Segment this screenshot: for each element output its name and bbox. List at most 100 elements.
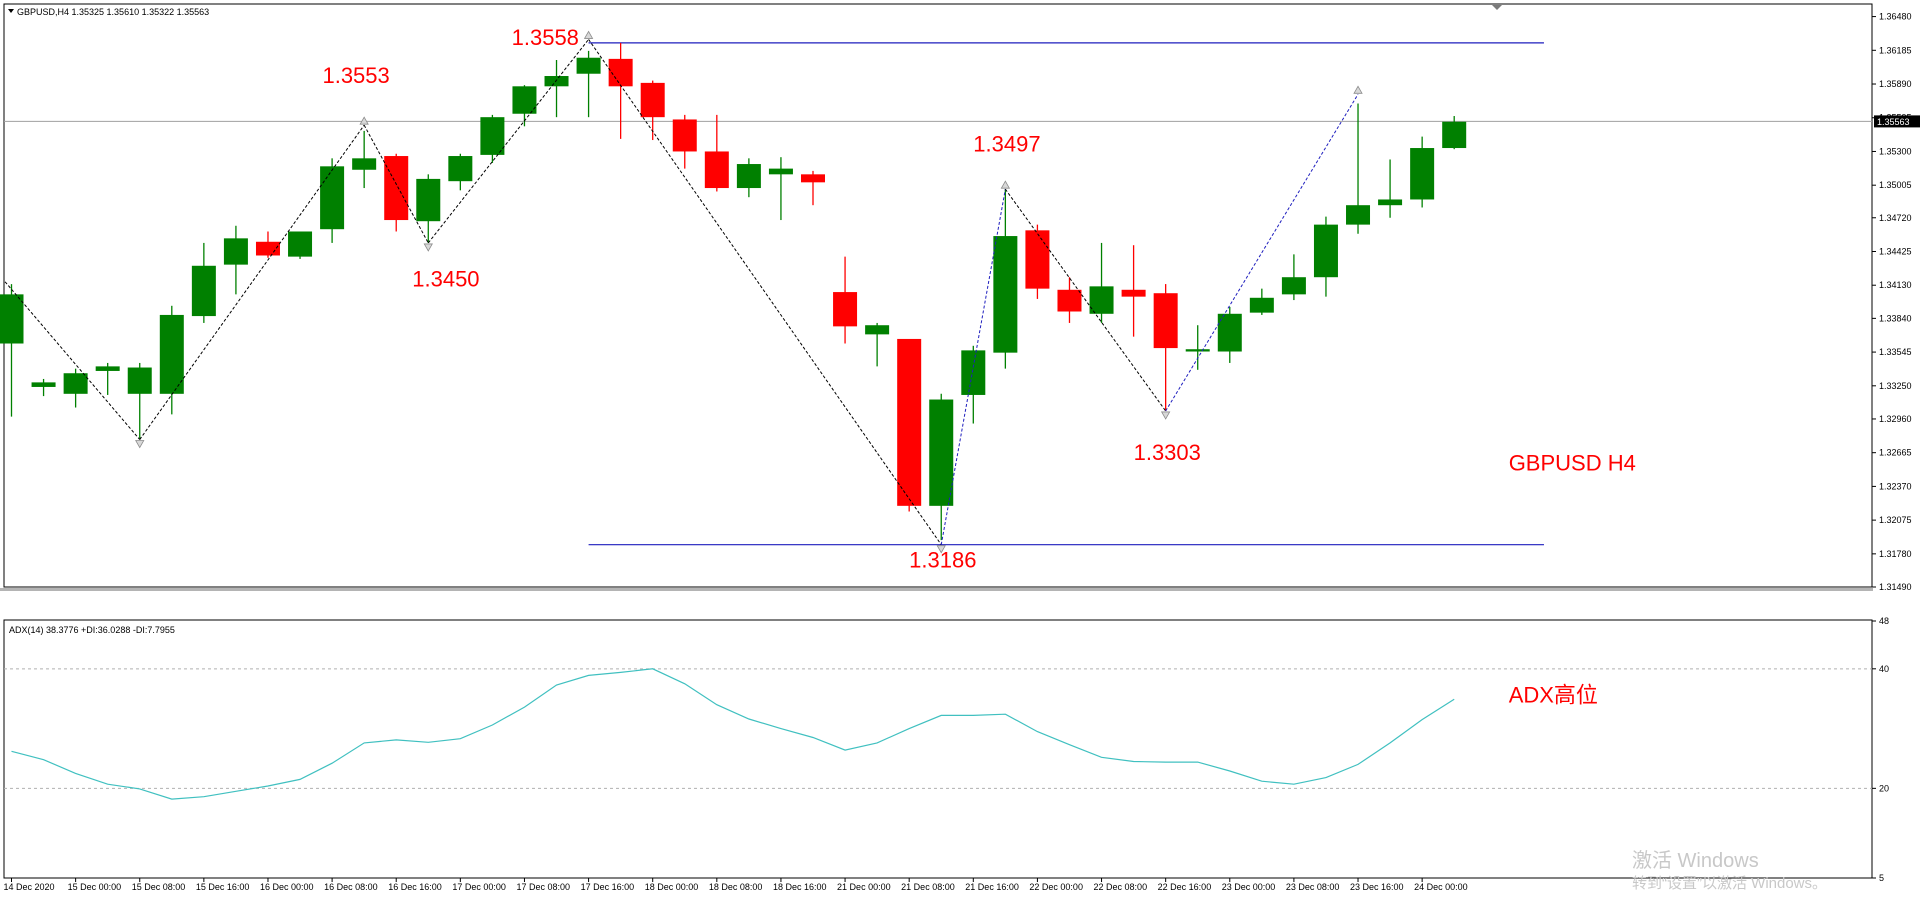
time-tick-label: 22 Dec 00:00: [1029, 882, 1083, 892]
price-tick-label: 1.36185: [1879, 45, 1912, 55]
zigzag-segment: [363, 124, 429, 244]
price-tick-label: 1.35300: [1879, 146, 1912, 156]
zigzag-low-marker: [1160, 411, 1171, 420]
candle-up: [480, 117, 505, 155]
price-tick-label: 1.36480: [1879, 12, 1912, 22]
price-tick-label: 1.34720: [1879, 213, 1912, 223]
candle-down: [1025, 230, 1050, 289]
zigzag-segment: [1165, 94, 1359, 412]
zigzag-segment: [427, 39, 589, 244]
zigzag-layer: [4, 30, 1363, 554]
price-annotation: GBPUSD H4: [1509, 450, 1636, 475]
adx-annotation: ADX高位: [1509, 682, 1598, 707]
price-tick-label: 1.34130: [1879, 280, 1912, 290]
candle-up: [31, 382, 56, 387]
price-tick-label: 1.32370: [1879, 481, 1912, 491]
watermark-line1: 激活 Windows: [1632, 849, 1759, 872]
price-annotation: 1.3558: [512, 25, 579, 50]
price-annotation: 1.3553: [322, 63, 389, 88]
candle-down: [801, 174, 825, 183]
time-tick-label: 15 Dec 16:00: [196, 882, 250, 892]
price-tick-label: 1.34425: [1879, 246, 1912, 256]
candle-up: [512, 86, 537, 114]
candle-up: [1089, 286, 1114, 314]
time-tick-label: 18 Dec 00:00: [645, 882, 699, 892]
adx-panel-frame: [3, 619, 1873, 879]
current-price-box: [1874, 115, 1920, 128]
adx-tick-label: 40: [1879, 664, 1889, 674]
time-tick-label: 17 Dec 08:00: [516, 882, 570, 892]
adx-tick-label: 20: [1879, 783, 1889, 793]
time-tick-label: 15 Dec 08:00: [132, 882, 186, 892]
candle-up: [191, 265, 216, 317]
candle-up: [929, 399, 954, 506]
zigzag-high-marker: [359, 116, 369, 125]
candle-down: [1057, 289, 1082, 312]
candle-up: [1217, 313, 1242, 352]
time-tick-label: 21 Dec 16:00: [965, 882, 1019, 892]
zigzag-low-marker: [423, 243, 433, 252]
price-tick-label: 1.33545: [1879, 347, 1912, 357]
candle-up: [223, 238, 248, 265]
zigzag-low-marker: [936, 545, 946, 554]
candle-up: [1346, 205, 1371, 225]
time-tick-label: 16 Dec 16:00: [388, 882, 442, 892]
candle-down: [384, 156, 409, 221]
annotations-layer: 1.3558 1.3553 1.3450 1.3497 1.3303 1.3186 GBPU…: [322, 25, 1635, 707]
candle-up: [127, 367, 152, 394]
time-tick-label: 17 Dec 00:00: [452, 882, 506, 892]
candle-down: [640, 82, 665, 118]
watermark-line2: 转到“设置”以激活 Windows。: [1632, 875, 1827, 892]
candle-up: [288, 231, 313, 257]
price-tick-label: 1.33250: [1879, 381, 1912, 391]
candle-up: [736, 164, 761, 189]
time-tick-label: 21 Dec 08:00: [901, 882, 955, 892]
time-tick-label: 23 Dec 16:00: [1350, 882, 1404, 892]
price-tick-label: 1.33840: [1879, 313, 1912, 323]
candle-up: [1313, 224, 1338, 278]
time-tick-label: 16 Dec 08:00: [324, 882, 378, 892]
time-tick-label: 18 Dec 16:00: [773, 882, 827, 892]
lines-layer: [4, 42, 1872, 546]
candle-down: [897, 338, 922, 506]
candle-up: [1410, 148, 1435, 200]
candle-up: [544, 76, 569, 87]
candle-down: [1121, 289, 1146, 297]
candle-down: [255, 241, 280, 256]
adx-line: [11, 668, 1455, 800]
time-tick-label: 23 Dec 08:00: [1286, 882, 1340, 892]
candle-up: [768, 168, 793, 175]
time-tick-label: 23 Dec 00:00: [1222, 882, 1276, 892]
candle-up: [1378, 199, 1403, 206]
zigzag-low-marker: [135, 440, 145, 449]
axes-layer: 1.364801.361851.358901.355951.353001.350…: [4, 12, 1920, 892]
candle-up: [0, 294, 24, 344]
candle-up: [352, 158, 377, 170]
adx-layer: [4, 668, 1872, 800]
chart-menu-triangle-icon[interactable]: [8, 9, 14, 13]
zigzag-segment: [1004, 188, 1167, 412]
time-tick-label: 22 Dec 08:00: [1094, 882, 1148, 892]
candle-down: [1153, 293, 1178, 349]
zigzag-high-marker: [583, 30, 594, 39]
price-annotation: 1.3186: [909, 548, 976, 573]
time-tick-label: 17 Dec 16:00: [581, 882, 635, 892]
time-tick-label: 21 Dec 00:00: [837, 882, 891, 892]
chart-shift-marker-icon[interactable]: [1492, 5, 1502, 10]
adx-header: ADX(14) 38.3776 +DI:36.0288 -DI:7.7955: [9, 625, 175, 635]
candle-down: [833, 292, 858, 327]
time-tick-label: 15 Dec 00:00: [68, 882, 122, 892]
panel-separator: [0, 588, 1873, 591]
adx-tick-label: 5: [1879, 873, 1884, 883]
zigzag-high-marker: [1353, 85, 1363, 94]
candle-up: [320, 166, 345, 230]
candle-up: [1185, 349, 1210, 352]
price-tick-label: 1.35005: [1879, 180, 1912, 190]
zigzag-segment: [4, 281, 141, 440]
candle-up: [63, 373, 88, 394]
candle-up: [865, 325, 890, 335]
price-tick-label: 1.31490: [1879, 582, 1912, 592]
price-annotation: 1.3497: [973, 131, 1040, 156]
main-chart-header: GBPUSD,H4 1.35325 1.35610 1.35322 1.3556…: [17, 7, 209, 17]
